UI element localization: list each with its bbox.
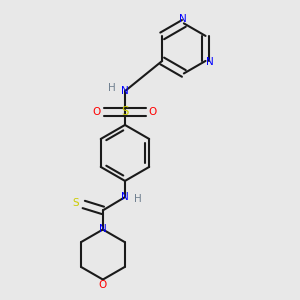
Text: O: O xyxy=(99,280,107,290)
Text: N: N xyxy=(121,86,129,96)
Text: S: S xyxy=(121,105,129,118)
Text: N: N xyxy=(121,192,129,202)
Text: O: O xyxy=(149,107,157,117)
Text: O: O xyxy=(93,107,101,117)
Text: S: S xyxy=(72,198,79,208)
Text: H: H xyxy=(134,194,142,204)
Text: N: N xyxy=(178,14,186,24)
Text: H: H xyxy=(108,83,116,93)
Text: N: N xyxy=(99,224,107,235)
Text: N: N xyxy=(206,57,214,68)
